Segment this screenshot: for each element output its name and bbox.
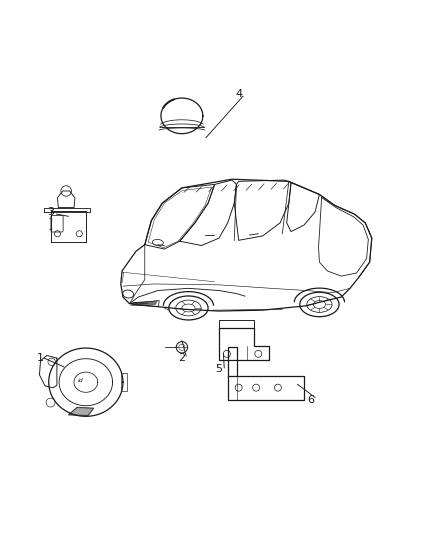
Polygon shape (68, 407, 94, 416)
Text: 3: 3 (47, 207, 54, 217)
Text: 1: 1 (36, 353, 43, 363)
Text: 2: 2 (178, 353, 185, 363)
Text: 6: 6 (307, 394, 314, 405)
Text: 5: 5 (215, 364, 223, 374)
Text: 4: 4 (235, 89, 242, 99)
Text: id: id (78, 377, 84, 383)
